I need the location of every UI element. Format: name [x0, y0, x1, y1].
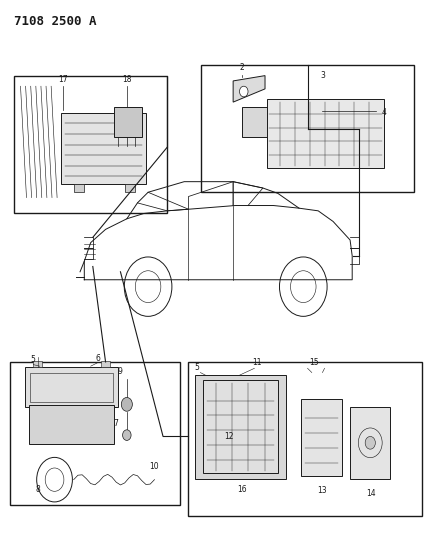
Bar — [33, 361, 42, 367]
Bar — [25, 367, 118, 407]
Bar — [61, 113, 146, 184]
Bar — [101, 361, 110, 367]
Text: 12: 12 — [224, 432, 234, 441]
Bar — [114, 108, 142, 136]
Text: 9: 9 — [117, 367, 122, 376]
Bar — [125, 184, 135, 192]
Text: 18: 18 — [122, 75, 131, 84]
Text: 11: 11 — [252, 358, 261, 367]
Bar — [30, 373, 113, 402]
Bar — [14, 76, 167, 214]
Bar — [29, 406, 114, 444]
Text: 4: 4 — [382, 108, 387, 117]
Text: 13: 13 — [318, 487, 327, 496]
Circle shape — [240, 86, 248, 97]
Circle shape — [122, 430, 131, 440]
Bar — [201, 65, 414, 192]
Polygon shape — [233, 76, 265, 102]
Circle shape — [121, 398, 132, 411]
Text: 8: 8 — [35, 485, 40, 494]
Bar — [301, 399, 342, 476]
Bar — [267, 100, 384, 168]
Bar — [242, 108, 282, 136]
Bar — [10, 362, 180, 505]
Bar — [74, 184, 84, 192]
Bar — [188, 362, 422, 516]
Text: 16: 16 — [237, 485, 247, 494]
Text: 6: 6 — [96, 354, 101, 363]
Bar — [195, 375, 286, 479]
Text: 15: 15 — [309, 358, 319, 367]
Bar — [203, 381, 278, 473]
Text: 14: 14 — [366, 489, 376, 498]
Circle shape — [365, 437, 375, 449]
Text: 17: 17 — [58, 75, 68, 84]
Bar — [350, 407, 390, 479]
Text: 3: 3 — [320, 71, 325, 80]
Text: 7108 2500 A: 7108 2500 A — [14, 14, 97, 28]
Text: 5: 5 — [31, 355, 36, 364]
Text: 2: 2 — [239, 63, 244, 72]
Text: 7: 7 — [114, 418, 119, 427]
Text: 10: 10 — [150, 462, 159, 471]
Text: 5: 5 — [195, 363, 199, 372]
